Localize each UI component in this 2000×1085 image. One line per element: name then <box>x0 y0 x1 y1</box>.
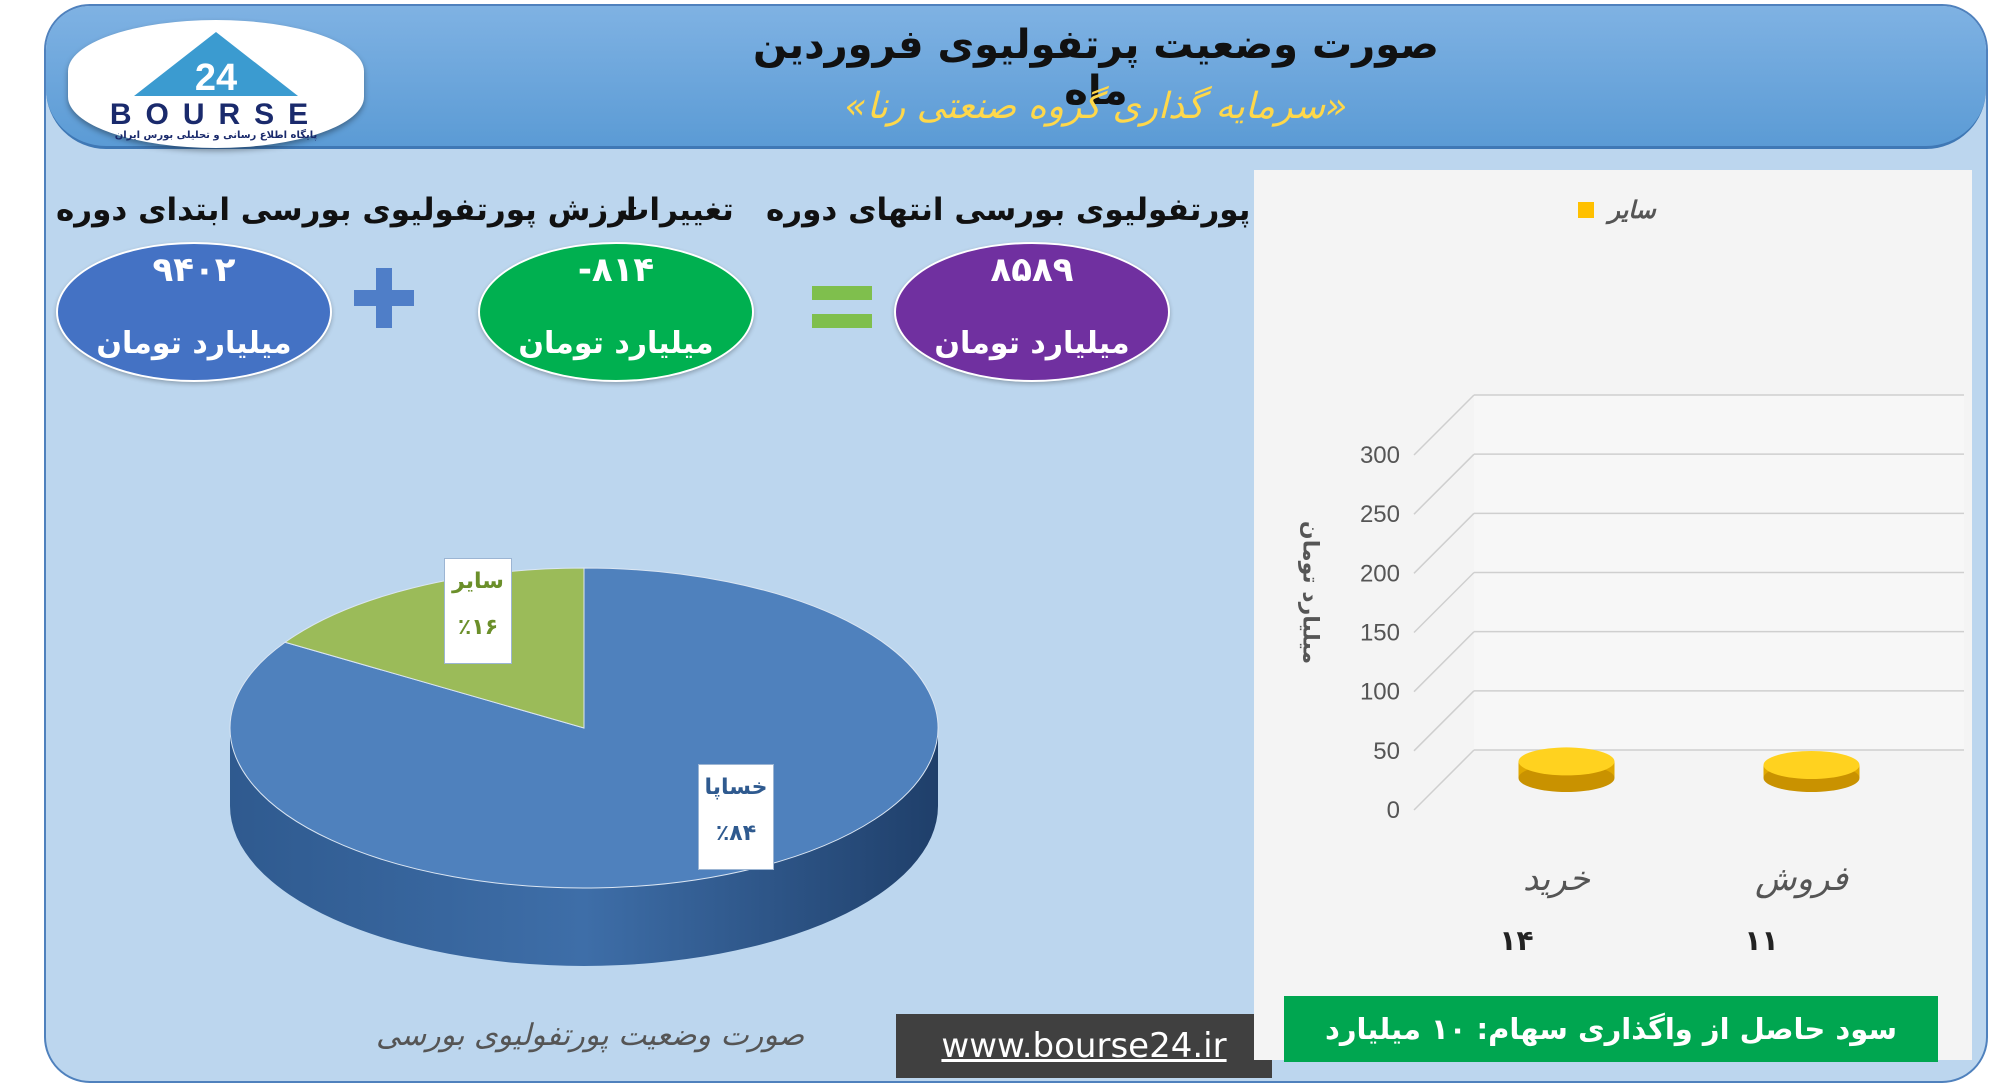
trade-chart-area: 0 50 100 150 200 250 300 خرید ۱۴ فروش ۱۱ سایر میل… <box>1254 170 1972 1060</box>
y-tick-label: 300 <box>1360 442 1400 469</box>
gridline-diag <box>1413 453 1475 515</box>
start-value: ۹۴۰۲ <box>152 250 236 290</box>
end-value-oval: ۸۵۸۹ میلیارد تومان <box>894 242 1170 382</box>
logo-tagline: پایگاه اطلاع رسانی و تحلیلی بورس ایران <box>114 130 318 141</box>
y-tick-label: 150 <box>1360 620 1400 647</box>
x-category-label: فروش <box>1755 859 1849 899</box>
y-tick-label: 0 <box>1387 797 1400 824</box>
bourse24-logo[interactable]: 24 BOURSE پایگاه اطلاع رسانی و تحلیلی بو… <box>68 20 364 148</box>
logo-wordmark: BOURSE <box>109 98 323 131</box>
infographic-panel: صورت وضعیت پرتفولیوی فروردین ماه «سرمایه… <box>44 4 1988 1083</box>
portfolio-pie-chart <box>229 567 939 966</box>
gridline-diag <box>1413 394 1475 456</box>
change-value-unit: میلیارد تومان <box>518 326 714 361</box>
bar-data-label: ۱۱ <box>1744 924 1778 957</box>
gridline-diag <box>1413 631 1475 693</box>
profit-banner: سود حاصل از واگذاری سهام: ۱۰ میلیارد توم… <box>1284 996 1938 1081</box>
equals-icon <box>812 286 872 300</box>
pie-label-khasapa-name: خساپا <box>704 775 768 800</box>
company-subtitle: «سرمایه گذاری گروه صنعتی رنا» <box>844 86 1348 127</box>
gridline-diag <box>1413 690 1475 752</box>
change-oval: -۸۱۴ میلیارد تومان <box>478 242 754 382</box>
y-tick-label: 50 <box>1373 738 1400 765</box>
start-value-unit: میلیارد تومان <box>96 326 292 361</box>
pie-label-other-percent: ٪۱۶ <box>457 615 499 640</box>
pie-side-wall <box>230 728 938 966</box>
change-value: -۸۱۴ <box>577 250 655 290</box>
pie-label-khasapa: خساپا ٪۸۴ <box>698 764 774 870</box>
y-axis-title: میلیارد تومان <box>1297 520 1323 665</box>
bar-top-1 <box>1763 750 1860 779</box>
logo-mountain-icon: 24 <box>134 32 298 99</box>
svg-text:24: 24 <box>195 57 237 99</box>
y-tick-label: 100 <box>1360 679 1400 706</box>
y-tick-label: 250 <box>1360 501 1400 528</box>
gridline-diag <box>1413 571 1475 634</box>
y-tick-label: 200 <box>1360 560 1400 587</box>
gridline-diag <box>1413 749 1475 811</box>
end-value-unit: میلیارد تومان <box>934 326 1130 361</box>
bar-data-label: ۱۴ <box>1499 924 1533 957</box>
gridline-diag <box>1413 512 1475 574</box>
start-value-oval: ۹۴۰۲ میلیارد تومان <box>56 242 332 382</box>
start-value-label: ارزش پورتفولیوی بورسی ابتدای دوره <box>56 192 637 228</box>
pie-caption: صورت وضعیت پورتفولیوی بورسی <box>376 1018 805 1053</box>
trade-bar-chart: 0 50 100 150 200 250 300 خرید ۱۴ فروش ۱۱ <box>1360 394 1964 957</box>
website-link[interactable]: www.bourse24.ir <box>896 1014 1272 1078</box>
pie-label-other-name: سایر <box>452 569 504 594</box>
header-banner: صورت وضعیت پرتفولیوی فروردین ماه «سرمایه… <box>46 6 1986 149</box>
change-label: تغییرات <box>618 192 734 228</box>
page-title: صورت وضعیت پرتفولیوی فروردین ماه <box>753 22 1439 114</box>
bar-top-0 <box>1518 747 1615 776</box>
pie-label-khasapa-percent: ٪۸۴ <box>715 821 757 846</box>
legend-swatch-icon <box>1578 202 1594 218</box>
chart-legend: سایر <box>1578 196 1656 224</box>
pie-label-other: سایر ٪۱۶ <box>444 558 512 664</box>
x-category-label: خرید <box>1523 859 1591 899</box>
legend-label: سایر <box>1608 196 1656 224</box>
equals-icon-bar <box>812 314 872 328</box>
end-value: ۸۵۸۹ <box>990 250 1074 290</box>
end-value-label: ارزش پورتفولیوی بورسی انتهای دوره <box>766 192 1351 228</box>
plus-icon <box>354 268 414 328</box>
